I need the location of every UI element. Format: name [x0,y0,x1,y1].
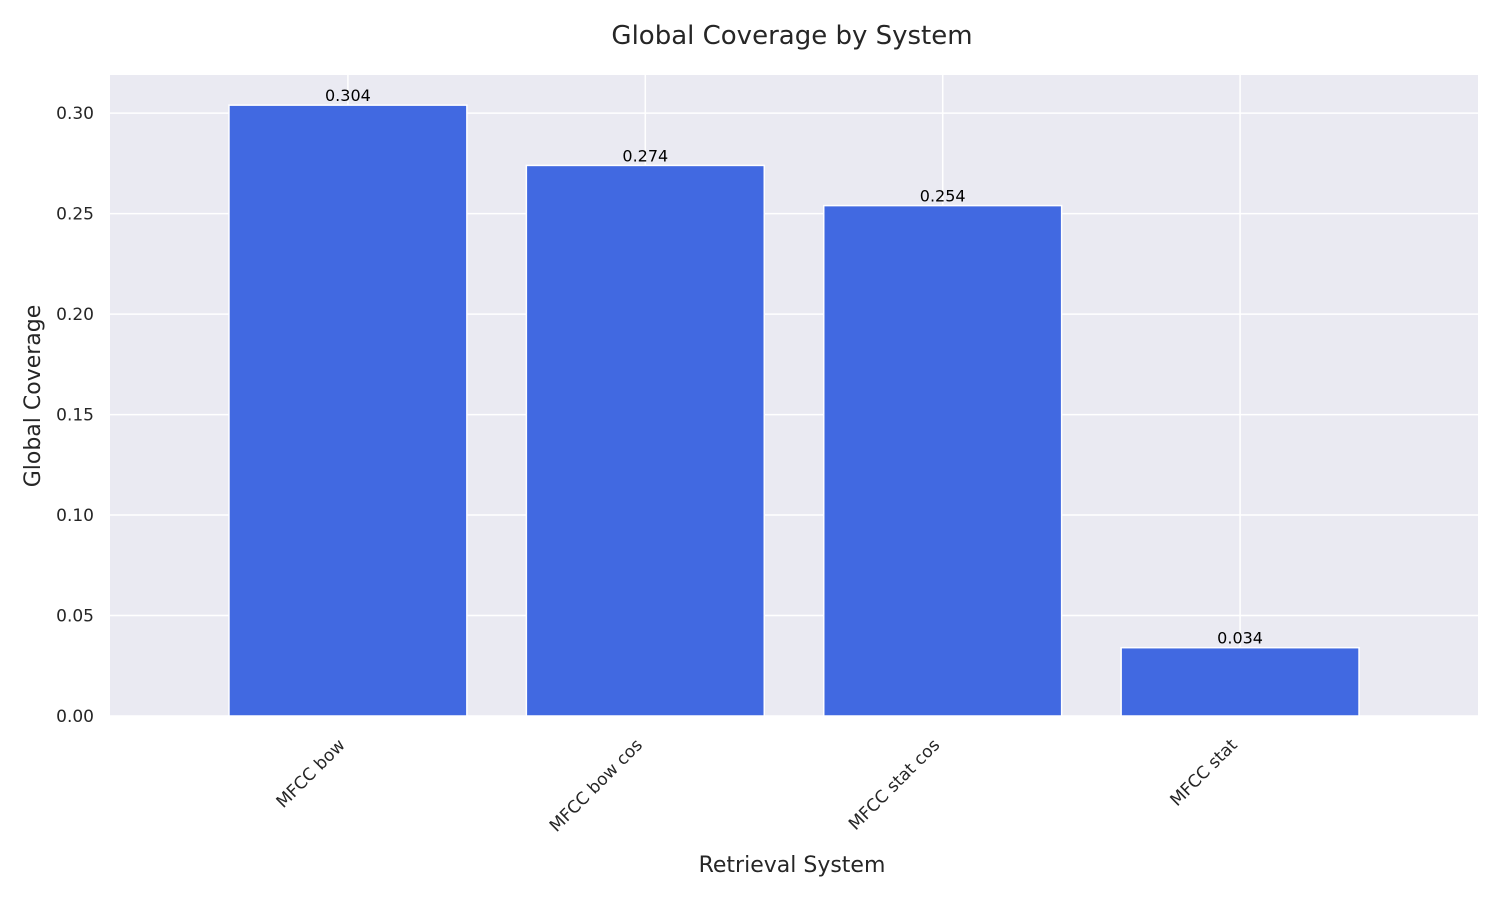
y-tick-label: 0.15 [56,406,94,426]
x-tick-labels: MFCC bow MFCC bow cos MFCC stat cos MFCC st… [273,735,1242,836]
x-axis-label: Retrieval System [699,853,886,878]
y-tick-label: 0.30 [56,104,94,124]
bar-value-label: 0.274 [622,146,668,165]
x-tick-label: MFCC stat [1167,735,1242,810]
bar [1120,646,1360,717]
bar-value-labels: 0.304 0.274 0.254 0.034 [325,86,1263,648]
x-tick-label: MFCC stat cos [845,735,944,834]
y-axis-label: Global Coverage [21,305,46,488]
x-tick-label: MFCC bow cos [546,735,647,836]
y-tick-label: 0.00 [56,707,94,727]
bar-value-label: 0.034 [1217,629,1263,648]
bar [525,164,766,717]
bar [228,104,468,717]
y-tick-label: 0.10 [56,506,94,526]
y-tick-label: 0.05 [56,607,94,627]
y-tick-labels: 0.00 0.05 0.10 0.15 0.20 0.25 0.30 [56,104,94,727]
bar-value-label: 0.254 [920,187,966,206]
bar-value-label: 0.304 [325,86,371,105]
bar [822,204,1063,717]
y-tick-label: 0.25 [56,205,94,225]
y-tick-label: 0.20 [56,305,94,325]
bars [228,104,1360,717]
x-tick-label: MFCC bow [273,735,350,812]
chart-title: Global Coverage by System [611,21,972,51]
